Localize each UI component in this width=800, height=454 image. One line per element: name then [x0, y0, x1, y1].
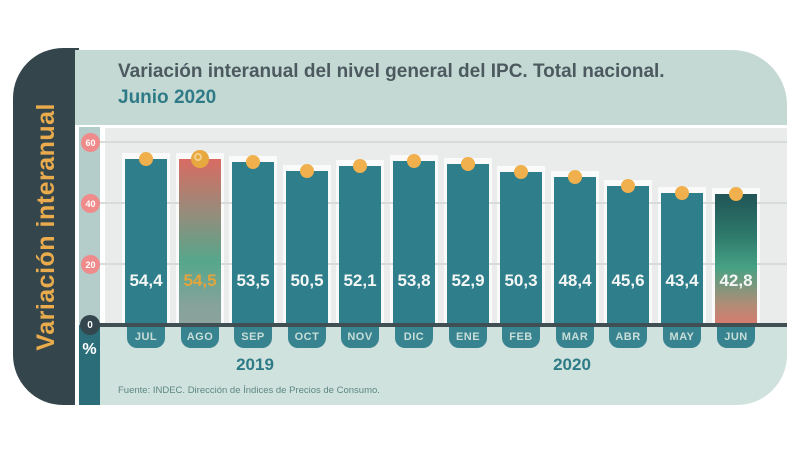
- year-label-2019: 2019: [236, 355, 274, 374]
- sidebar-vertical-label: Variación interanual: [31, 102, 60, 351]
- bar-value-label: 43,4: [665, 271, 699, 290]
- marker-dot: [514, 165, 528, 179]
- month-pill-mar: MAR: [556, 327, 594, 348]
- bar-ene: [447, 164, 489, 325]
- bar-value-label: 52,9: [451, 271, 485, 290]
- bar-value-label: 50,3: [504, 271, 538, 290]
- month-pill-dic: DIC: [395, 327, 433, 348]
- bar-value-label: 42,8: [719, 271, 753, 290]
- marker-dot: [300, 164, 314, 178]
- year-label-2020: 2020: [553, 355, 591, 374]
- y-tick-60: 60: [81, 133, 100, 152]
- bar-oct: [286, 171, 328, 325]
- bar-nov: [339, 166, 381, 325]
- month-pill-may: MAY: [663, 327, 701, 348]
- chart-panel: Variación interanual del nivel general d…: [75, 50, 787, 405]
- gridline-60: [90, 141, 787, 143]
- y-axis-unit-label: %: [82, 341, 97, 358]
- marker-dot: [675, 186, 689, 200]
- gridline-40: [90, 202, 787, 204]
- bar-value-label: 54,5: [183, 271, 217, 290]
- month-pill-ago: AGO: [181, 327, 219, 348]
- bar-jul: [125, 159, 167, 325]
- bar-value-label: 54,4: [129, 271, 163, 290]
- source-note: Fuente: INDEC. Dirección de Índices de P…: [118, 385, 380, 396]
- y-axis-strip-lower: [79, 325, 100, 405]
- bar-jun: [715, 194, 757, 325]
- bar-value-label: 52,1: [343, 271, 377, 290]
- month-pill-ene: ENE: [449, 327, 487, 348]
- bar-may: [661, 193, 703, 325]
- x-axis-line: [90, 323, 787, 327]
- chart-title: Variación interanual del nivel general d…: [118, 61, 665, 82]
- bar-ago: [179, 159, 221, 325]
- bar-mar: [554, 177, 596, 325]
- month-pill-abr: ABR: [609, 327, 647, 348]
- bar-value-label: 45,6: [611, 271, 645, 290]
- peak-marker-ring: [194, 153, 202, 161]
- peak-marker-dot: [191, 150, 209, 168]
- y-tick-20: 20: [81, 255, 100, 274]
- marker-dot: [353, 159, 367, 173]
- bar-value-label: 50,5: [290, 271, 324, 290]
- month-pill-jun: JUN: [717, 327, 755, 348]
- marker-dot: [407, 154, 421, 168]
- bar-sep: [232, 162, 274, 325]
- bar-value-label: 48,4: [558, 271, 592, 290]
- bar-dic: [393, 161, 435, 325]
- chart-header: Variación interanual del nivel general d…: [75, 50, 787, 125]
- marker-dot: [568, 170, 582, 184]
- marker-dot: [461, 157, 475, 171]
- marker-dot: [246, 155, 260, 169]
- bar-value-label: 53,8: [397, 271, 431, 290]
- month-pill-sep: SEP: [234, 327, 272, 348]
- month-pill-nov: NOV: [341, 327, 379, 348]
- marker-dot: [621, 179, 635, 193]
- bar-abr: [607, 186, 649, 325]
- gridline-20: [90, 263, 787, 265]
- month-pill-jul: JUL: [127, 327, 165, 348]
- month-pill-feb: FEB: [502, 327, 540, 348]
- month-pill-oct: OCT: [288, 327, 326, 348]
- y-tick-0: 0: [80, 315, 100, 335]
- bar-value-label: 53,5: [236, 271, 270, 290]
- y-axis-strip-upper: [79, 127, 100, 325]
- marker-dot: [139, 152, 153, 166]
- bar-feb: [500, 172, 542, 325]
- chart-subtitle: Junio 2020: [118, 87, 217, 108]
- sidebar: Variación interanual: [13, 48, 79, 405]
- y-tick-40: 40: [81, 194, 100, 213]
- marker-dot: [729, 187, 743, 201]
